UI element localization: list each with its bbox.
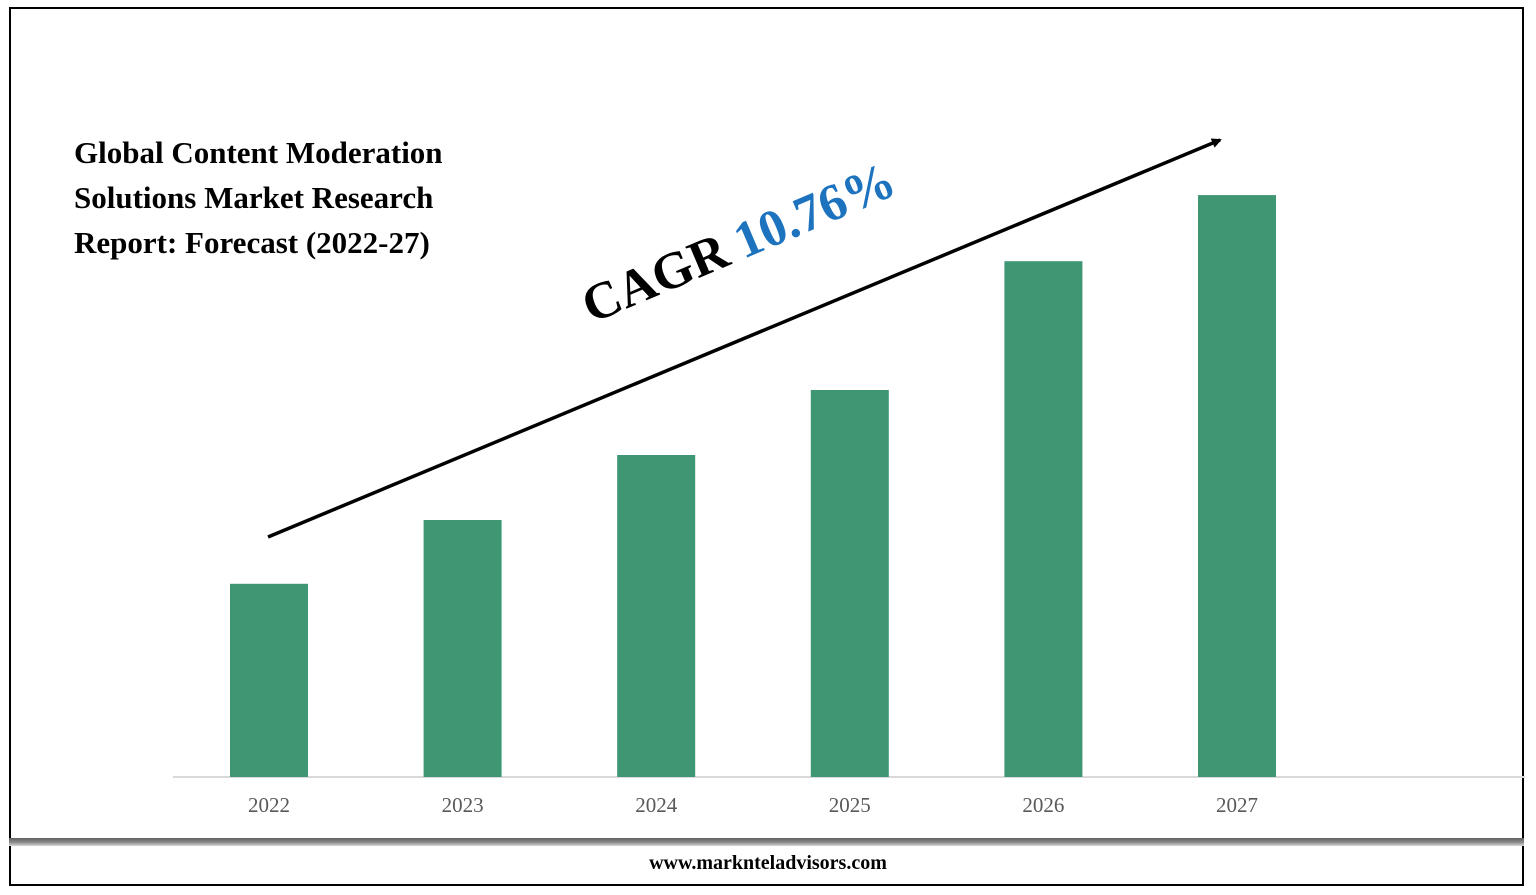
x-tick-label-2024: 2024 bbox=[635, 793, 678, 817]
bar-group bbox=[230, 195, 1276, 778]
bar-2022 bbox=[230, 583, 308, 777]
x-tick-label-2022: 2022 bbox=[248, 793, 290, 817]
x-tick-labels: 2022 2023 2024 2025 2026 2027 bbox=[248, 793, 1258, 817]
bar-2026 bbox=[1004, 261, 1083, 777]
chart-title: Global Content Moderation Solutions Mark… bbox=[74, 130, 544, 265]
x-tick-label-2023: 2023 bbox=[442, 793, 484, 817]
bar-2025 bbox=[810, 390, 889, 777]
x-tick-label-2025: 2025 bbox=[829, 793, 871, 817]
chart-title-line-3: Report: Forecast (2022-27) bbox=[74, 225, 430, 260]
bar-2027 bbox=[1198, 195, 1276, 778]
footer-url: www.marknteladvisors.com bbox=[649, 852, 887, 874]
chart-title-line-2: Solutions Market Research bbox=[74, 180, 434, 215]
chart-title-line-1: Global Content Moderation bbox=[74, 135, 443, 170]
bar-2024 bbox=[617, 455, 696, 777]
trend-arrow bbox=[267, 138, 1222, 539]
footer-divider bbox=[9, 838, 1524, 846]
x-tick-label-2026: 2026 bbox=[1022, 793, 1064, 817]
x-tick-label-2027: 2027 bbox=[1216, 793, 1258, 817]
bar-2023 bbox=[423, 520, 502, 777]
